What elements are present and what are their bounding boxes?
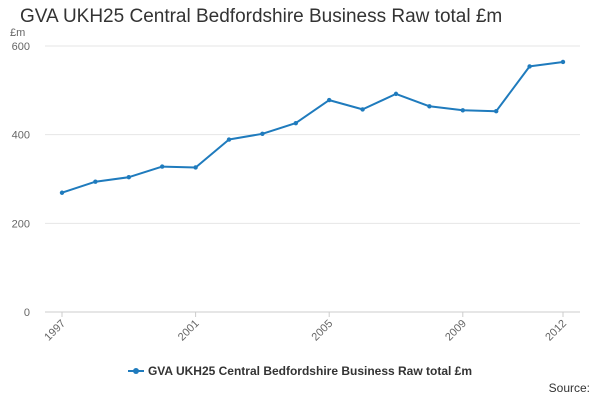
data-point: [193, 165, 198, 170]
chart-title: GVA UKH25 Central Bedfordshire Business …: [20, 6, 503, 27]
y-tick-label: 0: [24, 307, 30, 319]
series-layer: [59, 59, 566, 195]
data-point: [126, 175, 131, 180]
x-tick-label: 2009: [443, 318, 469, 344]
data-point: [260, 131, 265, 136]
axes: 0 200 400 600 1997 2001 2005 2009 2012: [12, 41, 580, 343]
x-tick-label: 1997: [42, 318, 68, 344]
source-label: Source:: [548, 381, 590, 395]
x-tick-label: 2005: [310, 318, 336, 344]
data-point: [327, 97, 332, 103]
data-point: [160, 164, 165, 169]
x-tick-label: 2012: [543, 318, 569, 344]
data-point: [226, 137, 232, 142]
data-point: [560, 59, 566, 65]
y-axis-unit-label: £m: [10, 27, 25, 39]
data-point: [360, 107, 365, 112]
gridlines: [45, 45, 580, 224]
y-tick-label: 400: [12, 130, 30, 142]
data-point: [293, 120, 298, 126]
data-point: [393, 91, 399, 97]
legend[interactable]: GVA UKH25 Central Bedfordshire Business …: [0, 364, 600, 378]
legend-label: GVA UKH25 Central Bedfordshire Business …: [147, 364, 473, 378]
legend-marker: [132, 367, 139, 374]
data-point: [427, 104, 432, 109]
series-line: [61, 61, 564, 194]
legend-swatch: [127, 367, 144, 374]
data-point: [494, 108, 499, 114]
x-tick-label: 2001: [176, 318, 202, 344]
data-point: [527, 64, 532, 69]
y-tick-label: 600: [12, 41, 30, 53]
y-tick-label: 200: [12, 218, 30, 230]
data-point: [93, 179, 98, 184]
data-point: [59, 190, 65, 195]
data-point: [460, 108, 465, 113]
